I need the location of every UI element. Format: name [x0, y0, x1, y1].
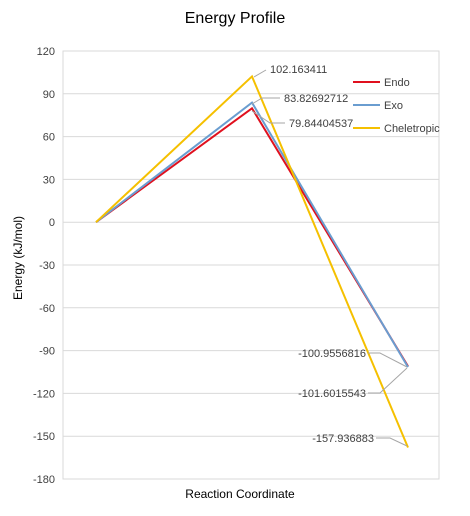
- legend-entry-endo: Endo: [384, 77, 410, 89]
- legend-entry-exo: Exo: [384, 100, 403, 112]
- legend-entry-cheletropic: Cheletropic: [384, 123, 440, 135]
- callout-leader-line: [253, 69, 267, 78]
- data-label: -100.9556816: [298, 348, 366, 360]
- callout-leader-line: [251, 110, 285, 124]
- callout-leader-line: [251, 97, 280, 105]
- data-label: 79.84404537: [289, 118, 353, 130]
- y-tick-label: 0: [49, 217, 55, 229]
- plot-area-border: [62, 50, 440, 480]
- series-line-cheletropic: [95, 74, 409, 448]
- series-lines: [95, 74, 409, 448]
- y-tick-label: -150: [33, 431, 55, 443]
- data-label: -101.6015543: [298, 388, 366, 400]
- x-axis-label: Reaction Coordinate: [185, 487, 295, 501]
- y-tick-label: -60: [39, 303, 55, 315]
- y-tick-label: -90: [39, 346, 55, 358]
- y-tick-label: 90: [43, 89, 55, 101]
- y-tick-label: -180: [33, 474, 55, 486]
- legend: Endo Exo Cheletropic: [353, 77, 440, 135]
- series-line-exo: [95, 101, 409, 368]
- data-label: 83.82692712: [284, 93, 348, 105]
- gridlines: [62, 50, 440, 480]
- data-label: -157.936883: [312, 433, 374, 445]
- y-axis-ticks: 120 90 60 30 0 -30 -60 -90 -120 -150 -180: [33, 46, 55, 486]
- data-callouts: 102.163411 83.82692712 79.84404537 -100.955…: [251, 64, 408, 447]
- data-label: 102.163411: [270, 64, 327, 76]
- y-tick-label: -30: [39, 260, 55, 272]
- callout-leader-line: [376, 437, 408, 447]
- series-line-endo: [95, 106, 409, 367]
- y-axis-label: Energy (kJ/mol): [11, 216, 25, 300]
- chart-title: Energy Profile: [185, 10, 286, 27]
- y-tick-label: -120: [33, 388, 55, 400]
- callout-leader-line: [368, 352, 408, 368]
- y-tick-label: 120: [37, 46, 55, 58]
- y-tick-label: 30: [43, 174, 55, 186]
- callout-leader-line: [368, 367, 408, 394]
- y-tick-label: 60: [43, 132, 55, 144]
